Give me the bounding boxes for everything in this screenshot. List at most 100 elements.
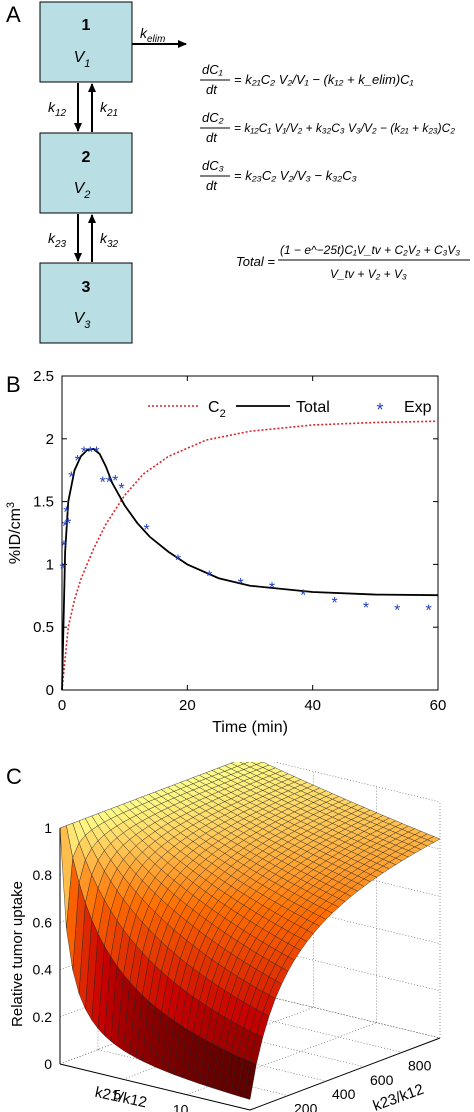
x-tick-label-0: 5 <box>113 1086 121 1102</box>
y-tick-label-1: 400 <box>332 1086 356 1102</box>
compartment-3-box <box>39 262 133 344</box>
x-tick-label-1: 20 <box>179 697 196 714</box>
exp-point-17: * <box>237 576 243 593</box>
surface-patch <box>59 825 73 928</box>
exp-point-23: * <box>425 603 431 620</box>
exp-point-22: * <box>394 603 400 620</box>
total-denominator: V_tv + V₂ + V₃ <box>330 267 407 281</box>
total-lhs: Total = <box>236 254 275 269</box>
k21-label: k21 <box>100 99 118 119</box>
exp-point-9: * <box>93 444 99 461</box>
z-axis-label: Relative tumor uptake <box>9 881 26 1027</box>
surface <box>59 762 441 1100</box>
k32-label: k32 <box>100 230 119 250</box>
y-tick-label-3: 800 <box>408 1057 432 1073</box>
compartment-diagram: 1 V1 2 V2 3 V3 kelim k12 k21 k23 k32 dC₁… <box>39 1 470 344</box>
grid-v-floor-4 <box>211 1006 403 1053</box>
eq2-lhs-den: dt <box>206 130 218 145</box>
series-c2-line <box>61 420 439 691</box>
exp-point-8: * <box>87 444 93 461</box>
z-tick-label-1: 0.2 <box>33 1009 53 1025</box>
grid-v-floor-1 <box>97 1049 289 1096</box>
k23-label: k23 <box>48 230 67 250</box>
exp-point-7: * <box>81 444 87 461</box>
grid-v-floor-2 <box>135 1034 327 1082</box>
grid-z-1 <box>59 944 441 1018</box>
eq3-lhs-num: dC₃ <box>202 158 224 173</box>
grid-z-0 <box>59 991 441 1065</box>
grid-v-floor-5 <box>249 991 441 1039</box>
compartment-1-box <box>39 1 133 83</box>
x-tick-label-1: 10 <box>173 1102 189 1112</box>
y-tick-label-4: 2 <box>46 431 54 448</box>
exp-point-0: * <box>60 561 66 578</box>
exp-point-14: * <box>143 522 149 539</box>
exp-point-16: * <box>206 569 212 586</box>
exp-point-12: * <box>112 473 118 490</box>
grid-z-2 <box>59 897 441 970</box>
k12-label: k12 <box>48 99 67 119</box>
exp-point-4: * <box>65 516 71 533</box>
compartment-2-box <box>39 132 133 214</box>
eq1-lhs-den: dt <box>206 82 218 97</box>
z-tick-label-2: 0.4 <box>33 962 53 978</box>
compartment-2-volume: V2 <box>74 180 91 201</box>
exp-point-19: * <box>300 588 306 605</box>
exp-point-21: * <box>363 600 369 617</box>
x-tick-label-3: 60 <box>430 697 447 714</box>
exp-point-20: * <box>331 595 337 612</box>
y-axis-label: %ID/cm3 <box>5 502 24 564</box>
legend-exp-label: Exp <box>404 399 432 416</box>
exp-point-13: * <box>118 481 124 498</box>
x-tick-label-2: 40 <box>304 697 321 714</box>
z-tick-label-3: 0.6 <box>33 914 53 930</box>
eq1-lhs-num: dC₁ <box>202 62 223 77</box>
eq2-rhs: = k₁₂C₁ V₁/V₂ + k₃₂C₃ V₃/V₂ − (k₂₁ + k₂₃… <box>234 121 455 135</box>
exp-point-10: * <box>100 475 106 492</box>
exp-point-2: * <box>62 518 68 535</box>
plot-frame <box>61 375 439 691</box>
compartment-1-volume: V1 <box>74 49 91 70</box>
exp-point-6: * <box>75 453 81 470</box>
grid-u-floor-1 <box>123 1007 314 1080</box>
x-tick-label-0: 0 <box>58 697 66 714</box>
series-total-line <box>61 447 439 691</box>
eq3-rhs: = k₂₃C₂ V₂/V₃ − k₃₂C₃ <box>234 168 357 183</box>
z-tick-label-0: 0 <box>44 1056 52 1072</box>
y-axis-line <box>249 1037 441 1111</box>
eq3-lhs-den: dt <box>206 178 218 193</box>
legend-total-label: Total <box>296 399 330 416</box>
grid-u-floor-0 <box>59 991 251 1065</box>
y-tick-label-0: 0 <box>46 682 54 699</box>
y-tick-label-3: 1.5 <box>33 494 54 511</box>
panel-b-label: B <box>6 372 21 397</box>
x-axis-line <box>59 1063 251 1111</box>
legend-exp-marker: * <box>376 400 383 420</box>
grid-v-floor-3 <box>173 1020 365 1068</box>
panel-a-label: A <box>6 2 21 27</box>
eq1-rhs: = k₂₁C₂ V₂/V₁ − (k₁₂ + k_elim)C₁ <box>234 72 414 87</box>
eq2-lhs-num: dC₂ <box>202 110 224 125</box>
exp-point-5: * <box>68 469 74 486</box>
compartment-1-number: 1 <box>82 17 91 34</box>
k-elim-label: kelim <box>140 25 165 45</box>
grid-z-5 <box>59 762 441 829</box>
y-tick-label-1: 0.5 <box>33 619 54 636</box>
exp-point-1: * <box>61 539 67 556</box>
y-tick-label-2: 1 <box>46 556 54 573</box>
exp-point-3: * <box>63 505 69 522</box>
exp-point-15: * <box>175 552 181 569</box>
y-tick-label-2: 600 <box>370 1072 394 1088</box>
x-axis-label: Time (min) <box>212 719 288 736</box>
z-tick-label-4: 0.8 <box>33 867 53 883</box>
panel-c-label: C <box>6 764 22 789</box>
y-tick-label-0: 200 <box>294 1101 318 1112</box>
compartment-2-number: 2 <box>82 149 91 166</box>
legend-c2-label: C2 <box>208 399 226 420</box>
compartment-3-volume: V3 <box>74 310 92 331</box>
compartment-3-number: 3 <box>82 279 91 296</box>
exp-point-11: * <box>106 475 112 492</box>
relative-uptake-surface: 00.20.40.60.8151015200400600800Relative … <box>9 762 441 1112</box>
total-numerator: (1 − e^−25t)C₁V_tv + C₂V₂ + C₃V₃ <box>280 243 460 257</box>
